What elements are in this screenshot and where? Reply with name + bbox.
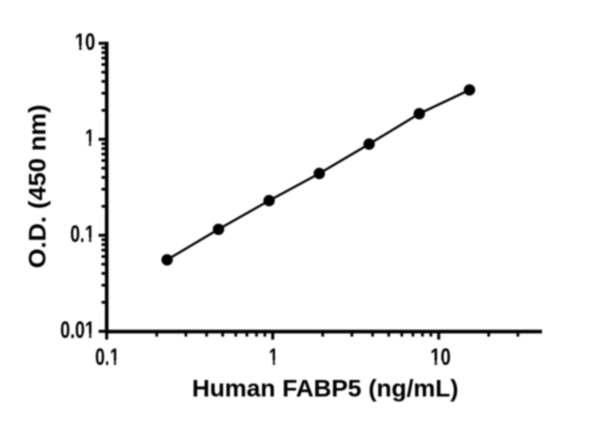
svg-text:10: 10: [430, 344, 451, 371]
svg-text:1: 1: [85, 125, 94, 152]
svg-text:O.D. (450 nm): O.D. (450 nm): [25, 104, 52, 268]
svg-text:Human FABP5 (ng/mL): Human FABP5 (ng/mL): [192, 375, 459, 402]
svg-text:0.1: 0.1: [95, 344, 119, 371]
svg-text:1: 1: [269, 344, 278, 371]
svg-text:10: 10: [75, 29, 96, 56]
svg-text:0.01: 0.01: [60, 317, 94, 344]
svg-text:0.1: 0.1: [70, 221, 94, 248]
